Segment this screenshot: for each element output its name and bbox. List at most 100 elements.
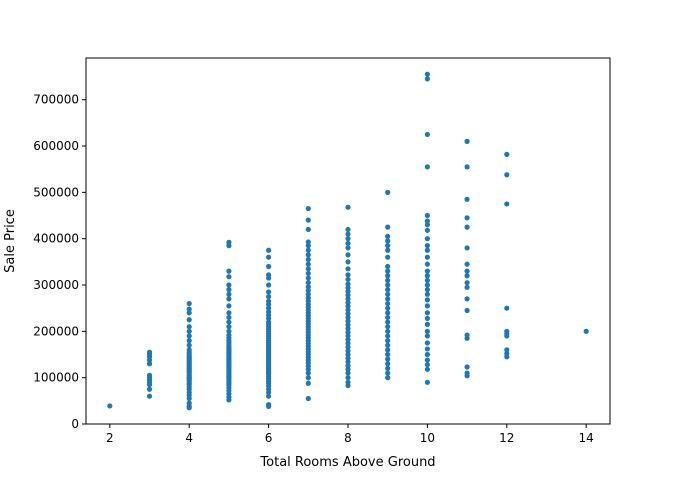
data-point	[385, 189, 391, 195]
data-point	[186, 328, 192, 334]
data-point	[385, 273, 391, 279]
data-point	[424, 333, 430, 339]
data-point	[424, 310, 430, 316]
data-point	[424, 277, 430, 283]
data-point	[424, 71, 430, 77]
data-point	[424, 268, 430, 274]
data-point	[266, 293, 272, 300]
data-point	[385, 319, 391, 325]
data-point	[345, 325, 351, 332]
data-point	[305, 261, 311, 267]
data-point	[345, 355, 351, 361]
data-point	[385, 243, 391, 249]
data-point	[345, 375, 351, 381]
data-point	[345, 370, 351, 376]
data-point	[385, 333, 391, 339]
data-point	[385, 342, 391, 348]
data-point	[305, 280, 311, 286]
data-point	[345, 266, 351, 272]
data-point	[266, 247, 272, 253]
data-point	[226, 268, 232, 274]
data-point	[385, 314, 391, 321]
data-point	[186, 338, 192, 344]
data-point	[345, 344, 351, 350]
data-point	[226, 291, 232, 297]
x-axis-title: Total Rooms Above Ground	[259, 455, 435, 470]
data-point	[424, 291, 430, 297]
x-tick-label: 8	[344, 431, 352, 445]
data-point	[424, 282, 430, 288]
data-point	[345, 311, 351, 317]
data-point	[266, 272, 272, 278]
data-point	[345, 318, 351, 324]
data-point	[305, 370, 311, 376]
data-point	[464, 261, 470, 267]
data-point	[345, 245, 351, 251]
data-point	[385, 287, 391, 293]
data-point	[424, 346, 430, 352]
y-axis-ticks: 0 100000 200000 300000 400000 500000 600000 700…	[33, 93, 86, 431]
data-point	[464, 332, 470, 338]
data-point	[345, 288, 351, 295]
data-point	[385, 296, 391, 302]
data-point	[464, 280, 470, 286]
data-point	[424, 303, 430, 309]
data-point	[226, 319, 232, 325]
y-tick-label: 600000	[33, 139, 79, 153]
data-point	[385, 365, 391, 372]
data-point	[385, 300, 391, 307]
y-tick-label: 0	[71, 417, 79, 431]
data-point	[266, 319, 272, 325]
data-point	[385, 277, 391, 283]
data-point	[424, 287, 430, 293]
data-point	[424, 243, 430, 249]
data-point	[424, 76, 430, 82]
data-point	[226, 310, 232, 316]
data-point	[464, 296, 470, 302]
data-point	[424, 222, 430, 228]
x-tick-label: 4	[185, 431, 193, 445]
data-point	[345, 351, 351, 358]
data-point	[226, 274, 232, 280]
data-point	[146, 386, 153, 392]
data-point	[424, 212, 430, 219]
data-point	[504, 151, 510, 157]
data-point	[186, 342, 192, 348]
data-point	[345, 363, 351, 369]
data-point	[385, 305, 391, 311]
data-point	[424, 297, 430, 303]
data-point	[385, 254, 391, 260]
data-point	[186, 333, 192, 339]
data-point	[266, 254, 272, 260]
data-point	[424, 321, 430, 327]
data-point	[385, 268, 391, 274]
data-point	[226, 296, 232, 302]
y-tick-label: 200000	[33, 324, 79, 338]
data-point	[226, 239, 232, 245]
data-point	[464, 224, 470, 230]
data-point	[504, 328, 510, 334]
x-tick-label: 10	[420, 431, 435, 445]
y-axis-title: Sale Price	[3, 209, 18, 273]
data-point	[345, 307, 351, 313]
data-point	[345, 292, 351, 298]
data-point	[424, 362, 430, 368]
data-point	[385, 224, 391, 230]
data-point	[385, 291, 391, 297]
data-point	[424, 227, 430, 233]
data-point	[424, 131, 430, 138]
data-point	[504, 350, 510, 357]
data-point	[266, 289, 272, 295]
x-tick-label: 12	[499, 431, 514, 445]
data-point	[385, 338, 391, 344]
points-layer	[107, 71, 589, 411]
data-point	[424, 218, 430, 224]
data-point	[345, 285, 351, 291]
data-point	[385, 351, 391, 358]
data-point	[424, 315, 430, 321]
data-point	[345, 322, 351, 328]
data-point	[146, 349, 153, 355]
data-point	[266, 401, 272, 408]
